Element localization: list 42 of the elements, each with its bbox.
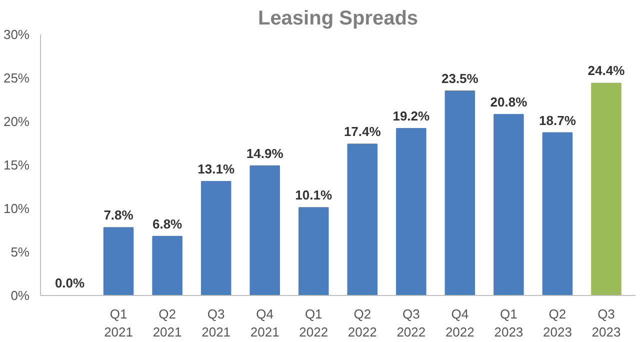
- y-tick-label: 15%: [3, 158, 30, 172]
- bar: [103, 227, 134, 296]
- data-label: 17.4%: [344, 124, 382, 140]
- x-tick-label: Q1 2021: [104, 306, 133, 340]
- data-label: 14.9%: [246, 146, 284, 161]
- y-tick-label: 10%: [3, 201, 30, 216]
- x-tick-label: Q2 2022: [348, 306, 377, 340]
- bar: [298, 207, 329, 296]
- data-label: 23.5%: [441, 71, 479, 86]
- bar: [494, 114, 524, 296]
- data-label: 0.0%: [54, 276, 86, 290]
- bar: [591, 82, 622, 296]
- data-label: 7.8%: [104, 208, 134, 223]
- data-label: 20.8%: [490, 94, 528, 110]
- x-tick-label: Q1 2022: [299, 306, 328, 340]
- bar: [396, 128, 426, 296]
- chart-title: Leasing Spreads: [258, 8, 418, 30]
- bar: [542, 132, 573, 296]
- x-tick-label: Q4 2021: [250, 306, 280, 340]
- x-tick-label: Q2 2023: [543, 306, 572, 340]
- y-tick-label: 5%: [10, 244, 30, 260]
- y-tick-label: 20%: [3, 114, 30, 129]
- data-label: 6.8%: [152, 216, 183, 232]
- bar: [200, 181, 232, 296]
- data-label: 13.1%: [198, 162, 235, 177]
- x-tick-label: Q3 2023: [592, 306, 621, 340]
- bar: [250, 165, 280, 296]
- x-tick-label: Q2 2021: [152, 306, 182, 340]
- x-tick-label: Q3 2021: [202, 306, 231, 340]
- y-tick-label: 30%: [3, 27, 30, 42]
- bar: [347, 144, 378, 296]
- data-label: 10.1%: [295, 188, 332, 203]
- x-tick-label: Q4 2022: [445, 306, 474, 340]
- bar: [152, 236, 182, 296]
- data-label: 19.2%: [392, 108, 430, 124]
- y-tick-label: 25%: [3, 70, 30, 86]
- x-tick-label: Q1 2023: [494, 306, 524, 340]
- bar: [444, 90, 476, 296]
- x-tick-label: Q3 2022: [396, 306, 426, 340]
- y-tick-label: 0%: [10, 288, 30, 303]
- data-label: 24.4%: [588, 63, 626, 78]
- data-label: 18.7%: [539, 112, 576, 128]
